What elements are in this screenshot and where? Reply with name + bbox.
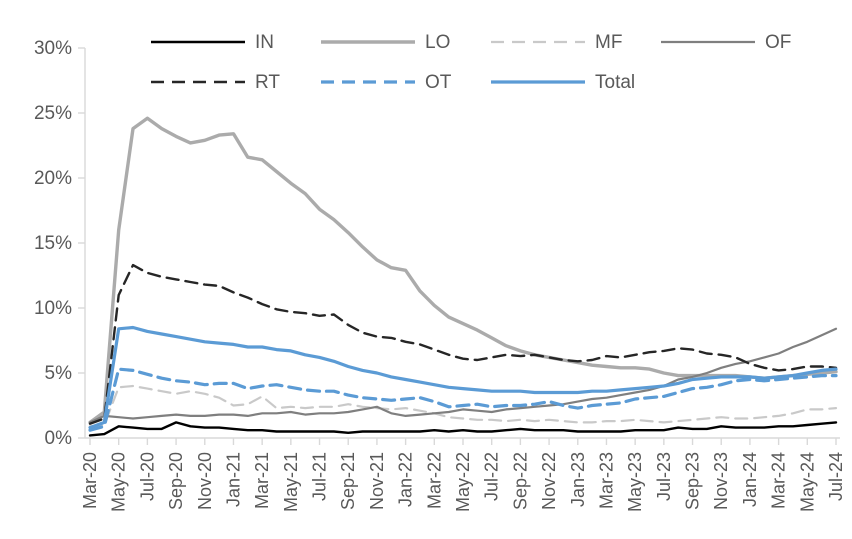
x-axis-label: Nov-20 — [195, 452, 215, 510]
legend-line-in — [151, 40, 245, 44]
legend-label-in: IN — [255, 31, 274, 53]
x-axis-label: May-24 — [797, 452, 817, 512]
y-axis-label: 20% — [34, 168, 72, 189]
legend-label-rt: RT — [255, 71, 280, 93]
x-axis-label: May-22 — [453, 452, 473, 512]
legend-label-lo: LO — [425, 31, 451, 53]
x-axis-label: Mar-20 — [80, 452, 100, 509]
legend-line-of — [661, 40, 755, 44]
series-line-mf — [88, 384, 838, 428]
x-axis-label: Mar-23 — [596, 452, 616, 509]
x-axis-label: Jul-21 — [310, 452, 330, 501]
series-line-rt — [88, 263, 838, 425]
x-axis-label: Sep-23 — [683, 452, 703, 510]
y-axis-label: 10% — [34, 298, 72, 319]
x-axis-label: Sep-21 — [338, 452, 358, 510]
legend-line-rt — [151, 80, 245, 84]
x-axis-label: Nov-22 — [539, 452, 559, 510]
legend-item-lo: LO — [320, 22, 490, 62]
x-axis-label: May-20 — [109, 452, 129, 512]
series-line-of — [88, 327, 838, 424]
legend-item-ot: OT — [320, 62, 490, 102]
x-axis-label: Jan-23 — [568, 452, 588, 507]
x-axis-label: Jan-24 — [740, 452, 760, 507]
x-axis-label: Sep-20 — [166, 452, 186, 510]
legend-item-rt: RT — [150, 62, 320, 102]
series-line-ot — [88, 367, 838, 432]
series-line-total — [88, 325, 838, 430]
legend-item-in: IN — [150, 22, 320, 62]
series-line-in — [88, 421, 838, 437]
legend-label-of: OF — [765, 31, 792, 53]
legend-line-lo — [321, 40, 415, 44]
x-axis-label: Jul-22 — [482, 452, 502, 501]
legend-label-mf: MF — [595, 31, 623, 53]
legend-line-ot — [321, 80, 415, 84]
x-axis-label: May-21 — [281, 452, 301, 512]
x-axis-label: May-23 — [625, 452, 645, 512]
x-axis-label: Jan-21 — [223, 452, 243, 507]
legend-item-of: OF — [660, 22, 830, 62]
y-axis-label: 30% — [34, 38, 72, 59]
y-axis-label: 15% — [34, 233, 72, 254]
x-axis-label: Sep-22 — [510, 452, 530, 510]
x-axis-label: Jan-22 — [396, 452, 416, 507]
x-axis-label: Nov-23 — [711, 452, 731, 510]
y-axis-label: 25% — [34, 103, 72, 124]
x-axis-label: Mar-21 — [252, 452, 272, 509]
chart-legend: IN LO MF OF RT OT Total — [150, 22, 840, 102]
x-axis-label: Nov-21 — [367, 452, 387, 510]
x-axis-label: Jul-24 — [826, 452, 846, 501]
legend-line-mf — [491, 40, 585, 44]
y-axis-label: 5% — [45, 363, 73, 384]
legend-item-mf: MF — [490, 22, 660, 62]
legend-line-total — [491, 80, 585, 84]
x-axis-label: Jul-20 — [137, 452, 157, 501]
y-axis-label: 0% — [45, 428, 73, 449]
x-axis-label: Mar-22 — [424, 452, 444, 509]
series-line-lo — [88, 116, 838, 425]
legend-label-total: Total — [595, 71, 636, 93]
legend-item-total: Total — [490, 62, 660, 102]
x-axis-label: Jul-23 — [654, 452, 674, 501]
legend-label-ot: OT — [425, 71, 452, 93]
x-axis-label: Mar-24 — [769, 452, 789, 509]
